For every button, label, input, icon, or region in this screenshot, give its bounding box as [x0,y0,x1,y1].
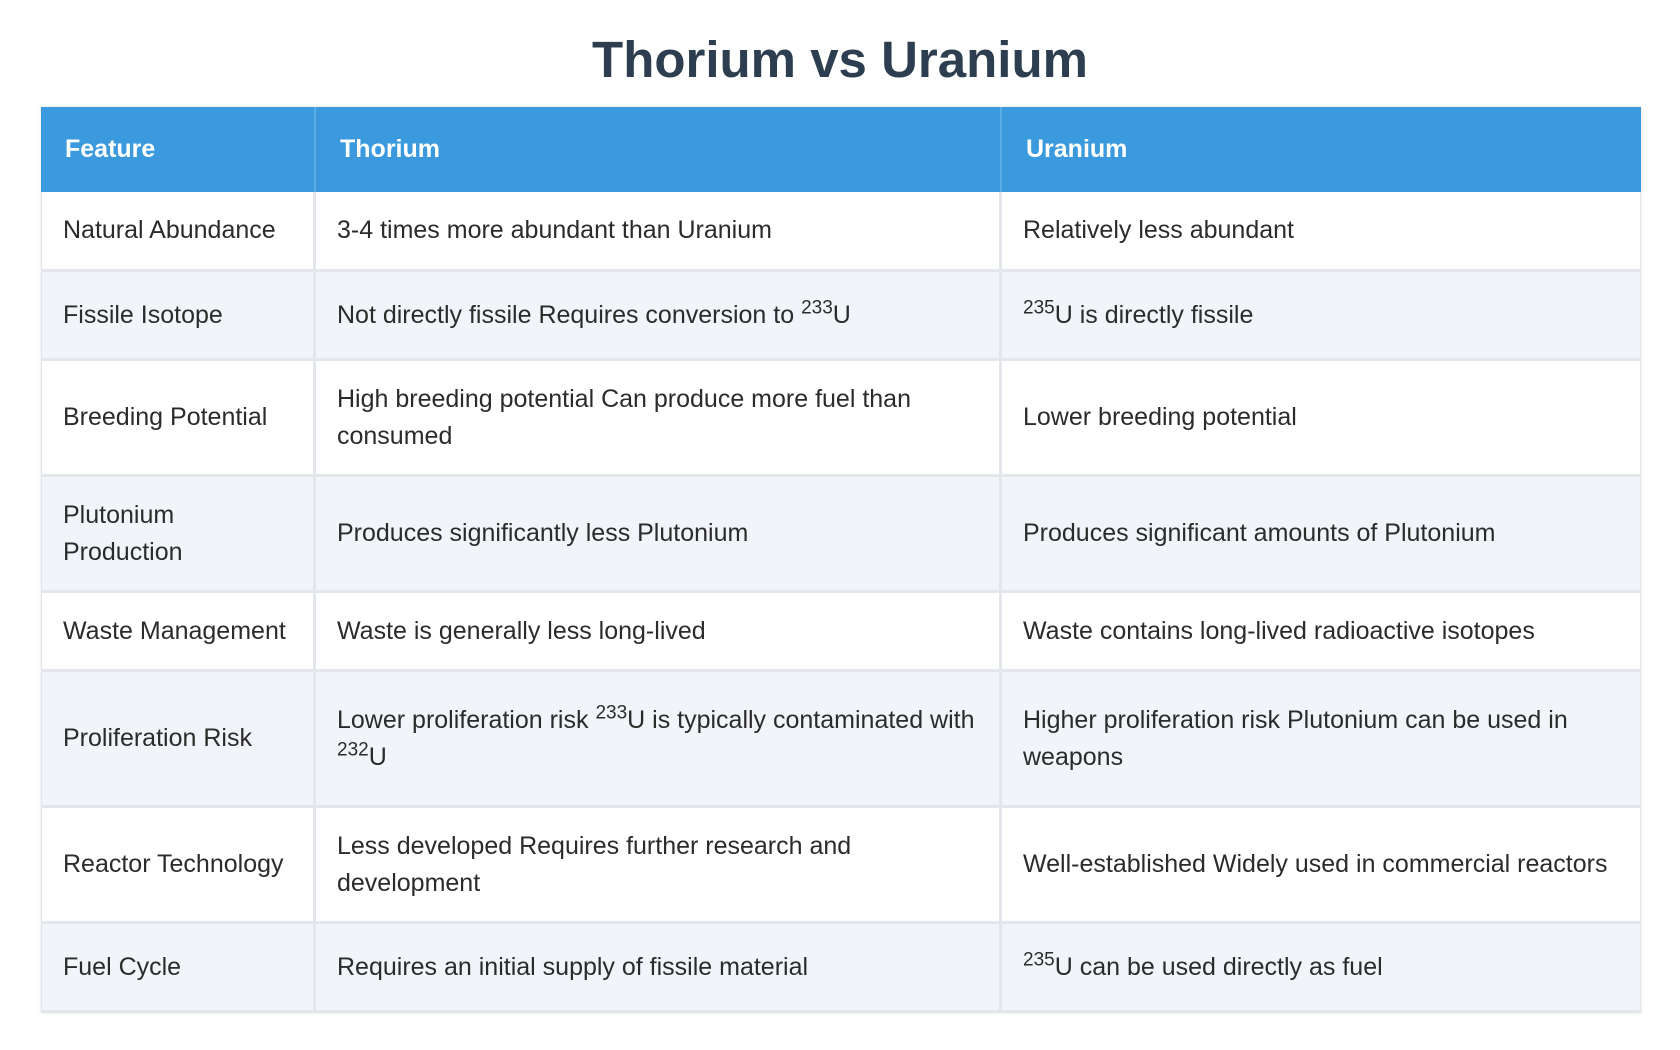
uranium-cell: Lower breeding potential [1002,361,1641,477]
isotope-superscript: 235 [1023,949,1055,971]
thorium-text: Not directly fissile Requires conversion… [337,300,802,329]
feature-cell: Fissile Isotope [41,272,316,361]
table-row: Fuel Cycle Requires an initial supply of… [41,924,1641,1013]
column-header-uranium: Uranium [1002,107,1641,192]
uranium-text: Lower breeding potential [1023,403,1297,431]
uranium-text: Higher proliferation risk Plutonium can … [1023,705,1568,771]
table-row: Waste Management Waste is generally less… [41,593,1641,672]
thorium-cell: Less developed Requires further research… [316,808,1002,924]
thorium-text: Waste is generally less long-lived [337,616,706,645]
thorium-text: 3-4 times more abundant than Uranium [337,216,772,244]
feature-cell: Reactor Technology [41,808,316,924]
feature-label: Breeding Potential [63,403,268,431]
isotope-superscript: 235 [1023,297,1055,319]
thorium-cell: Waste is generally less long-lived [316,593,1002,672]
table-row: Reactor Technology Less developed Requir… [41,808,1641,924]
uranium-cell: Waste contains long-lived radioactive is… [1002,593,1641,672]
isotope-superscript: 232 [337,739,369,761]
uranium-text-suffix: U can be used directly as fuel [1054,952,1383,981]
isotope-superscript: 233 [595,702,628,724]
thorium-cell: High breeding potential Can produce more… [316,361,1002,477]
table-row: Fissile Isotope Not directly fissile Req… [41,272,1641,361]
thorium-cell: Lower proliferation risk 233U is typical… [316,672,1002,808]
feature-cell: Breeding Potential [41,361,316,477]
feature-cell: Fuel Cycle [41,924,316,1013]
uranium-text-suffix: U is directly fissile [1054,300,1254,329]
comparison-table: Feature Thorium Uranium Natural Abundanc… [41,107,1641,1013]
uranium-cell: Well-established Widely used in commerci… [1002,808,1641,924]
table-header-row: Feature Thorium Uranium [41,107,1641,192]
isotope-superscript: 233 [801,297,833,319]
feature-label: Fissile Isotope [63,300,223,329]
thorium-cell: Not directly fissile Requires conversion… [316,272,1002,361]
thorium-cell: 3-4 times more abundant than Uranium [316,192,1002,272]
feature-cell: Proliferation Risk [41,672,316,808]
table-row: Plutonium Production Produces significan… [41,477,1641,593]
uranium-cell: 235U can be used directly as fuel [1002,924,1641,1013]
thorium-text: Requires an initial supply of fissile ma… [337,952,809,981]
uranium-cell: Produces significant amounts of Plutoniu… [1002,477,1641,593]
thorium-text: High breeding potential Can produce more… [337,384,911,450]
uranium-text: Produces significant amounts of Plutoniu… [1023,519,1496,547]
feature-label: Fuel Cycle [63,952,182,981]
page-title: Thorium vs Uranium [592,31,1088,88]
thorium-text: Less developed Requires further research… [337,831,852,897]
column-header-feature: Feature [41,107,316,192]
table-row: Natural Abundance 3-4 times more abundan… [41,192,1641,272]
feature-cell: Natural Abundance [41,192,316,272]
uranium-text: Waste contains long-lived radioactive is… [1023,616,1535,645]
uranium-cell: 235U is directly fissile [1002,272,1641,361]
feature-label: Natural Abundance [63,216,276,244]
comparison-table-wrapper: Feature Thorium Uranium Natural Abundanc… [41,107,1641,1013]
thorium-cell: Requires an initial supply of fissile ma… [316,924,1002,1013]
feature-label: Waste Management [63,616,286,645]
uranium-text: Relatively less abundant [1023,216,1294,244]
uranium-cell: Higher proliferation risk Plutonium can … [1002,672,1641,808]
feature-cell: Waste Management [41,593,316,672]
uranium-cell: Relatively less abundant [1002,192,1641,272]
thorium-text-suffix: U [832,300,851,329]
feature-cell: Plutonium Production [41,477,316,593]
uranium-text: Well-established Widely used in commerci… [1023,850,1608,878]
column-header-thorium: Thorium [316,107,1002,192]
feature-label: Reactor Technology [63,850,284,878]
thorium-text-middle: U is typically contaminated with [627,705,975,734]
table-row: Breeding Potential High breeding potenti… [41,361,1641,477]
thorium-cell: Produces significantly less Plutonium [316,477,1002,593]
feature-label: Plutonium Production [63,500,183,566]
thorium-text: Lower proliferation risk [337,705,596,734]
thorium-text-suffix: U [368,742,387,771]
feature-label: Proliferation Risk [63,724,252,752]
thorium-text: Produces significantly less Plutonium [337,519,749,547]
table-row: Proliferation Risk Lower proliferation r… [41,672,1641,808]
